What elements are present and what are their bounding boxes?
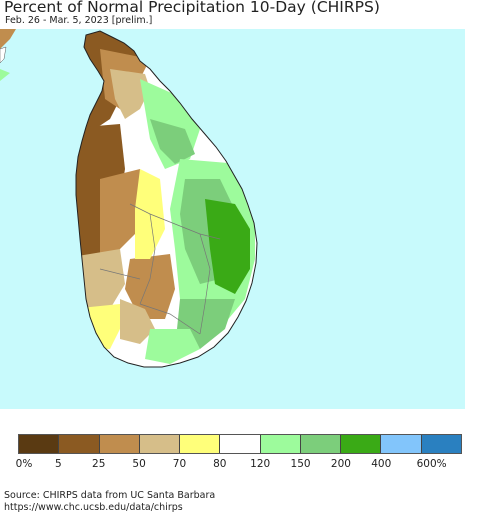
legend-labels: 0% 5 25 50 70 80 120 150 200 400 600% (0, 458, 480, 472)
legend-tick-label: 70 (172, 458, 187, 470)
legend-tick-label: 80 (213, 458, 227, 470)
legend-swatch (381, 435, 422, 453)
legend-swatch (99, 435, 140, 453)
legend-tick-label: 0% (15, 458, 33, 470)
legend-swatch (260, 435, 301, 453)
legend-swatch (139, 435, 181, 453)
legend-tick-label: 5 (55, 458, 62, 470)
date-range-subtitle: Feb. 26 - Mar. 5, 2023 [prelim.] (5, 15, 153, 26)
color-legend (18, 434, 462, 454)
province-boundaries (99, 203, 221, 335)
legend-tick-label: 50 (132, 458, 146, 470)
source-url: https://www.chc.ucsb.edu/data/chirps (4, 502, 183, 513)
source-credit: Source: CHIRPS data from UC Santa Barbar… (4, 490, 215, 514)
legend-tick-label: 150 (290, 458, 311, 470)
legend-swatch (421, 435, 461, 453)
legend-tick-label: 25 (92, 458, 106, 470)
legend-tick-label: 600% (416, 458, 447, 470)
legend-tick-label: 400 (371, 458, 392, 470)
india-coast (0, 29, 16, 49)
legend-tick-label: 120 (250, 458, 271, 470)
legend-swatch (341, 435, 382, 453)
legend-swatch (59, 435, 100, 453)
page-title: Percent of Normal Precipitation 10-Day (… (4, 0, 380, 16)
legend-tick-label: 200 (330, 458, 351, 470)
precipitation-map (0, 29, 465, 409)
source-line: Source: CHIRPS data from UC Santa Barbar… (4, 490, 216, 501)
legend-swatch (300, 435, 342, 453)
legend-swatch (220, 435, 261, 453)
legend-swatch (19, 435, 60, 453)
legend-swatch (180, 435, 221, 453)
